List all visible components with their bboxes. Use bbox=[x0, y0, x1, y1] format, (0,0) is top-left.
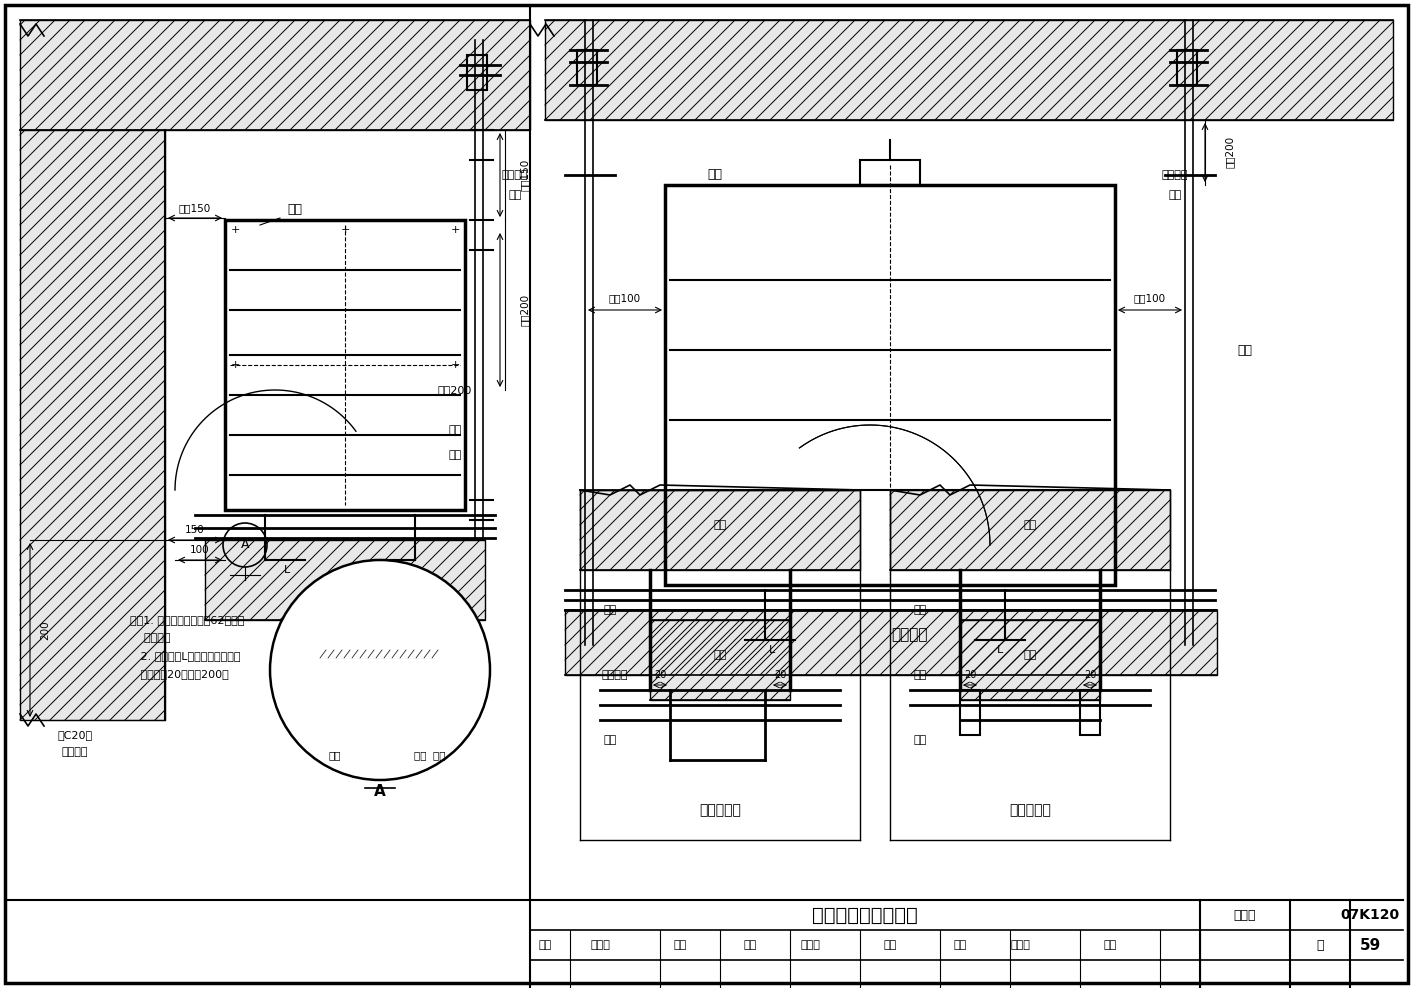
Text: 垫块: 垫块 bbox=[913, 670, 927, 680]
Bar bbox=[890, 490, 1170, 570]
Text: 刘贵关: 刘贵关 bbox=[800, 940, 820, 950]
Text: L: L bbox=[391, 565, 398, 575]
Text: 20: 20 bbox=[1084, 670, 1096, 680]
Text: 角钢梁大样: 角钢梁大样 bbox=[699, 803, 740, 817]
Text: 吊耳: 吊耳 bbox=[1169, 190, 1181, 200]
Text: 材料表。: 材料表。 bbox=[130, 633, 171, 643]
Text: +: + bbox=[451, 360, 459, 370]
Text: 设计: 设计 bbox=[954, 940, 966, 950]
Text: 20: 20 bbox=[964, 670, 976, 680]
Text: 校对: 校对 bbox=[743, 940, 756, 950]
Text: L: L bbox=[998, 645, 1003, 655]
Text: 整，最小20，最大200。: 整，最小20，最大200。 bbox=[130, 669, 229, 679]
Text: 横梁: 横梁 bbox=[603, 735, 616, 745]
Text: 挡块: 挡块 bbox=[603, 605, 616, 615]
Bar bbox=[319, 630, 439, 650]
Text: 07K120: 07K120 bbox=[1341, 908, 1399, 922]
Bar bbox=[319, 650, 439, 658]
Text: 签名: 签名 bbox=[674, 940, 687, 950]
Text: +: + bbox=[230, 360, 240, 370]
Text: 2. 圖中尺寸L可根據風閥大小調: 2. 圖中尺寸L可根據風閥大小調 bbox=[130, 651, 240, 661]
Bar bbox=[861, 160, 920, 185]
Text: 20: 20 bbox=[654, 670, 666, 680]
Text: 垫块: 垫块 bbox=[1023, 650, 1037, 660]
Bar bbox=[468, 55, 487, 90]
Bar bbox=[355, 580, 370, 630]
Text: 最小200: 最小200 bbox=[520, 294, 530, 326]
Text: 胀锚螺栓: 胀锚螺栓 bbox=[502, 170, 528, 180]
Text: 风阀: 风阀 bbox=[708, 169, 722, 182]
Text: 阀体: 阀体 bbox=[714, 520, 726, 530]
Bar bbox=[565, 610, 1217, 675]
Text: +: + bbox=[451, 225, 459, 235]
Text: 用C20细: 用C20细 bbox=[58, 730, 93, 740]
Text: 最小100: 最小100 bbox=[609, 293, 642, 303]
Text: 阀体: 阀体 bbox=[1023, 520, 1037, 530]
Bar bbox=[959, 620, 1099, 700]
Bar bbox=[390, 580, 406, 630]
Bar bbox=[666, 185, 1115, 585]
Bar bbox=[650, 620, 790, 700]
Bar bbox=[1177, 50, 1197, 85]
Text: L: L bbox=[769, 645, 776, 655]
Text: 吊架、吊支架安装图: 吊架、吊支架安装图 bbox=[812, 905, 918, 925]
Text: 最小150: 最小150 bbox=[179, 203, 211, 213]
Text: 200: 200 bbox=[40, 620, 49, 640]
Text: A: A bbox=[374, 784, 386, 799]
Text: 横梁: 横梁 bbox=[913, 735, 927, 745]
Text: 页: 页 bbox=[1317, 939, 1324, 951]
Text: L: L bbox=[284, 565, 290, 575]
Text: 胀锚螺栓: 胀锚螺栓 bbox=[1161, 170, 1188, 180]
Text: 垫块: 垫块 bbox=[714, 650, 726, 660]
Bar bbox=[1080, 690, 1099, 735]
Text: 最小100: 最小100 bbox=[1135, 293, 1166, 303]
Bar bbox=[577, 50, 598, 85]
Bar bbox=[545, 20, 1393, 120]
Text: 最小200: 最小200 bbox=[1225, 136, 1235, 168]
Text: 注：1. 各配件尺寸詳見第62頁安裝: 注：1. 各配件尺寸詳見第62頁安裝 bbox=[130, 615, 244, 625]
Text: 王彦良: 王彦良 bbox=[1010, 940, 1030, 950]
Bar bbox=[225, 220, 465, 510]
Bar bbox=[20, 130, 165, 720]
Text: 横梁  垫块: 横梁 垫块 bbox=[414, 750, 445, 760]
Text: 59: 59 bbox=[1359, 938, 1381, 952]
Text: 风阀: 风阀 bbox=[287, 204, 302, 216]
Text: 霍尚龙: 霍尚龙 bbox=[591, 940, 610, 950]
Text: 吊架安装: 吊架安装 bbox=[892, 627, 928, 642]
Text: 签名: 签名 bbox=[883, 940, 897, 950]
Text: 挡块: 挡块 bbox=[329, 750, 342, 760]
Text: 100: 100 bbox=[191, 545, 209, 555]
Text: +: + bbox=[341, 225, 349, 235]
Text: 横梁挡块: 横梁挡块 bbox=[602, 670, 629, 680]
Text: 吊杆: 吊杆 bbox=[1238, 344, 1252, 357]
Text: 150: 150 bbox=[185, 525, 205, 535]
Text: 槽钢梁大样: 槽钢梁大样 bbox=[1009, 803, 1051, 817]
Text: 石砂填實: 石砂填實 bbox=[62, 747, 88, 757]
Bar bbox=[205, 540, 485, 620]
Text: 吊杆: 吊杆 bbox=[448, 450, 462, 460]
Text: 审核: 审核 bbox=[538, 940, 551, 950]
Text: 挡块: 挡块 bbox=[913, 605, 927, 615]
Text: 最小200: 最小200 bbox=[438, 385, 472, 395]
Bar bbox=[579, 490, 861, 570]
Text: 吊耳: 吊耳 bbox=[509, 190, 521, 200]
Text: 挡块: 挡块 bbox=[448, 425, 462, 435]
Text: 图集号: 图集号 bbox=[1234, 909, 1256, 922]
Circle shape bbox=[270, 560, 490, 780]
Text: 签名: 签名 bbox=[1104, 940, 1116, 950]
Bar bbox=[959, 690, 981, 735]
Text: 最小150: 最小150 bbox=[520, 159, 530, 191]
Bar bbox=[20, 20, 530, 130]
Text: +: + bbox=[230, 225, 240, 235]
Text: 20: 20 bbox=[774, 670, 786, 680]
Text: A: A bbox=[240, 538, 249, 551]
